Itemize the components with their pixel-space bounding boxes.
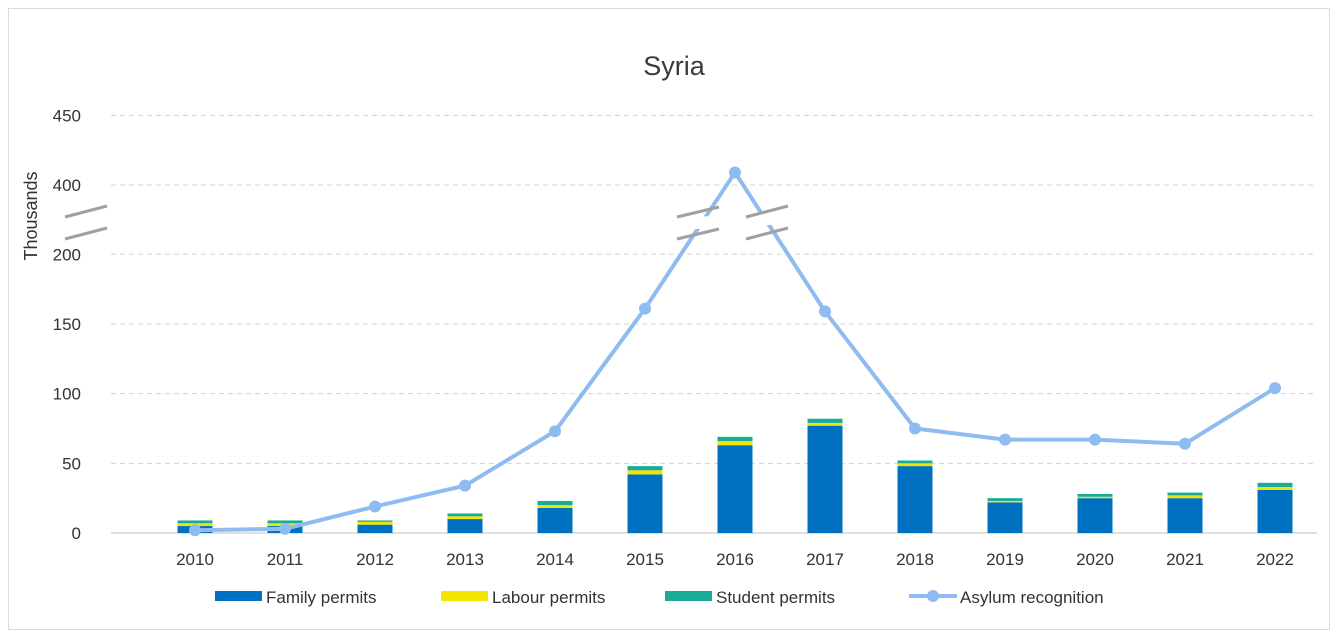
legend-label: Student permits [716, 588, 835, 607]
y-tick-label: 50 [62, 454, 81, 473]
bar-family-permits [987, 502, 1023, 533]
bar-family-permits [357, 524, 393, 533]
bar-student-permits [447, 513, 483, 517]
bar-family-permits [717, 445, 753, 533]
y-tick-label: 100 [53, 385, 81, 404]
point-asylum-recognition [1269, 382, 1281, 395]
bar-labour-permits [537, 505, 573, 508]
bar-student-permits [987, 498, 1023, 501]
bar-labour-permits [1167, 495, 1203, 499]
break-slash [676, 227, 720, 241]
point-asylum-recognition [369, 500, 381, 513]
point-asylum-recognition [909, 422, 921, 435]
bar-labour-permits [447, 516, 483, 520]
bar-labour-permits [1077, 496, 1113, 499]
legend-label: Asylum recognition [960, 588, 1104, 607]
point-asylum-recognition [999, 433, 1011, 446]
x-tick-label: 2016 [716, 550, 754, 569]
x-tick-label: 2019 [986, 550, 1024, 569]
y-axis-ticks: 0 50 100 150 200 400 450 [53, 106, 81, 543]
break-gap [676, 212, 788, 230]
legend-swatch [441, 591, 488, 601]
x-axis-ticks: 2010 2011 2012 2013 2014 2015 2016 2017 2018 2019… [176, 550, 1294, 569]
break-gap [63, 212, 109, 234]
legend-swatch [665, 591, 712, 601]
point-asylum-recognition [819, 305, 831, 318]
line-series [189, 166, 1281, 537]
bar-student-permits [807, 418, 843, 423]
y-tick-label: 200 [53, 245, 81, 264]
break-slash [64, 226, 108, 241]
bar-student-permits [627, 466, 663, 471]
bar-family-permits [807, 425, 843, 533]
y-tick-label: 0 [72, 524, 81, 543]
bar-student-permits [1257, 482, 1293, 488]
bar-family-permits [1257, 489, 1293, 533]
break-slash [64, 204, 108, 219]
point-asylum-recognition [1179, 437, 1191, 450]
x-tick-label: 2020 [1076, 550, 1114, 569]
legend-label: Family permits [266, 588, 377, 607]
break-slash [745, 226, 789, 241]
bar-student-permits [897, 460, 933, 464]
x-tick-label: 2022 [1256, 550, 1294, 569]
bar-labour-permits [897, 463, 933, 467]
bar-student-permits [177, 520, 213, 524]
bar-student-permits [537, 500, 573, 506]
x-tick-label: 2010 [176, 550, 214, 569]
gridlines [111, 114, 1317, 534]
axis-break-marks [63, 204, 789, 241]
y-tick-label: 450 [53, 106, 81, 125]
y-tick-label: 400 [53, 176, 81, 195]
point-asylum-recognition [549, 425, 561, 438]
bar-family-permits [897, 466, 933, 533]
break-slash [676, 205, 720, 219]
bar-student-permits [267, 520, 303, 524]
x-tick-label: 2021 [1166, 550, 1204, 569]
point-asylum-recognition [729, 166, 741, 179]
point-asylum-recognition [639, 302, 651, 315]
break-slash [745, 204, 789, 219]
x-tick-label: 2018 [896, 550, 934, 569]
y-axis-title: Thousands [21, 171, 41, 260]
bar-family-permits [447, 519, 483, 533]
bar-labour-permits [357, 521, 393, 525]
legend-label: Labour permits [492, 588, 605, 607]
x-tick-label: 2015 [626, 550, 664, 569]
bar-student-permits [357, 520, 393, 522]
x-tick-label: 2017 [806, 550, 844, 569]
point-asylum-recognition [459, 479, 471, 492]
point-asylum-recognition [1089, 433, 1101, 446]
bar-labour-permits [717, 441, 753, 446]
x-tick-label: 2013 [446, 550, 484, 569]
bar-labour-permits [1257, 487, 1293, 490]
bar-student-permits [1077, 493, 1113, 497]
bar-labour-permits [987, 500, 1023, 503]
bar-labour-permits [627, 470, 663, 475]
legend-swatch [215, 591, 262, 601]
bar-student-permits [717, 436, 753, 442]
y-tick-label: 150 [53, 315, 81, 334]
bar-family-permits [1167, 498, 1203, 533]
bar-family-permits [627, 474, 663, 533]
point-asylum-recognition [279, 522, 291, 535]
legend: Family permits Labour permits Student perm… [215, 588, 1104, 607]
bar-family-permits [537, 507, 573, 533]
bar-student-permits [1167, 492, 1203, 496]
x-tick-label: 2014 [536, 550, 574, 569]
x-tick-label: 2011 [267, 550, 304, 569]
bar-labour-permits [807, 422, 843, 426]
x-tick-label: 2012 [356, 550, 394, 569]
chart-title: Syria [643, 51, 705, 81]
legend-swatch-marker [927, 590, 939, 602]
chart-frame: Syria Thousands 0 50 100 150 200 400 450 2010 2… [8, 8, 1330, 630]
point-asylum-recognition [189, 524, 201, 537]
bar-family-permits [1077, 498, 1113, 533]
